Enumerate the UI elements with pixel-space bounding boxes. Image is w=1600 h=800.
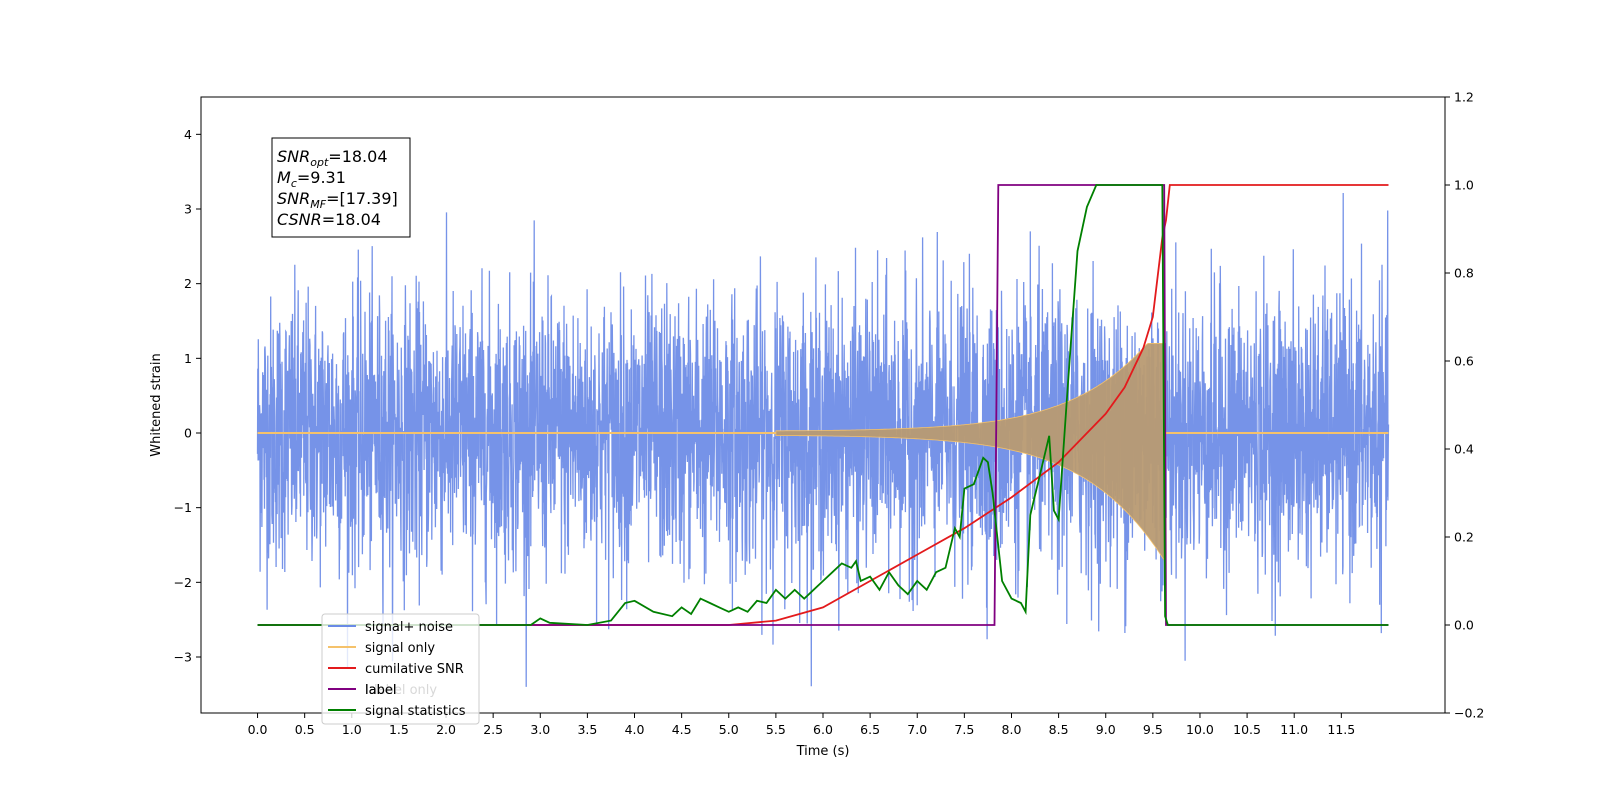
y-tick-label: −1 (174, 500, 192, 515)
y-right-tick-label: 0.8 (1454, 266, 1474, 281)
x-tick-label: 10.0 (1186, 722, 1214, 737)
legend-label: label (365, 683, 396, 698)
annotation-box: SNRopt=18.04Mc=9.31SNRMF=[17.39]CSNR=18.… (271, 137, 411, 238)
legend: signal+ noise signal only cumilative SNR la… (321, 613, 480, 725)
y-right-tick-label: 1.2 (1454, 90, 1474, 105)
x-tick-label: 3.5 (577, 722, 597, 737)
series-signal-statistics (257, 184, 1389, 626)
y-tick-label: −3 (174, 650, 192, 665)
x-tick-label: 6.5 (860, 722, 880, 737)
axes: 0.0 0.5 1.0 1.5 2.0 2.5 3.0 3.5 4.0 4.5 5.0 5.5 6.0 6… (149, 90, 1484, 760)
y-right-tick-label: 0.2 (1454, 530, 1474, 545)
legend-label: signal+ noise (365, 620, 453, 635)
x-tick-label: 5.5 (766, 722, 786, 737)
x-tick-label: 4.5 (672, 722, 692, 737)
y-tick-label: 4 (184, 127, 192, 142)
x-tick-label: 6.0 (813, 722, 833, 737)
x-tick-label: 2.0 (436, 722, 456, 737)
annotation-line: Mc=9.31 (277, 168, 346, 190)
x-tick-label: 10.5 (1233, 722, 1261, 737)
y-right-tick-label: 0.6 (1454, 354, 1474, 369)
y-axis-label: Whitened strain (149, 353, 164, 456)
legend-label: cumilative SNR (365, 662, 464, 677)
x-tick-label: 9.5 (1143, 722, 1163, 737)
x-tick-label: 7.5 (954, 722, 974, 737)
x-tick-label: 9.0 (1096, 722, 1116, 737)
y-right-tick-label: 1.0 (1454, 178, 1474, 193)
x-axis-label: Time (s) (796, 744, 850, 759)
x-tick-label: 11.5 (1327, 722, 1355, 737)
x-tick-label: 0.0 (248, 722, 268, 737)
legend-label: signal only (365, 641, 435, 656)
y-tick-label: 1 (184, 351, 192, 366)
annotation-frame (271, 137, 411, 238)
x-tick-label: 5.0 (719, 722, 739, 737)
x-tick-label: 7.0 (907, 722, 927, 737)
x-tick-label: 1.0 (342, 722, 362, 737)
y-right-tick-label: −0.2 (1454, 706, 1484, 721)
annotation-line: SNRMF=[17.39] (277, 189, 398, 211)
plot-area (256, 184, 1390, 687)
x-tick-label: 2.5 (483, 722, 503, 737)
legend-label: label (365, 683, 396, 698)
y-tick-label: 2 (184, 276, 192, 291)
series-signal-plus-noise (256, 192, 1390, 687)
legend-label-ghost: label only (374, 683, 437, 698)
annotation-line: SNRopt=18.04 (277, 147, 388, 169)
legend-frame (321, 613, 480, 725)
y-right-tick-label: 0.4 (1454, 442, 1474, 457)
y-right-tick-label: 0.0 (1454, 618, 1474, 633)
x-tick-label: 4.0 (625, 722, 645, 737)
y-tick-label: 3 (184, 202, 192, 217)
x-tick-label: 8.5 (1049, 722, 1069, 737)
legend-label: signal statistics (365, 704, 466, 719)
y-tick-label: 0 (184, 426, 192, 441)
x-tick-label: 11.0 (1280, 722, 1308, 737)
x-tick-label: 1.5 (389, 722, 409, 737)
x-tick-label: 3.0 (530, 722, 550, 737)
y-tick-label: −2 (174, 575, 192, 590)
x-tick-label: 8.0 (1002, 722, 1022, 737)
annotation-line: CSNR=18.04 (277, 210, 381, 229)
x-tick-label: 0.5 (295, 722, 315, 737)
